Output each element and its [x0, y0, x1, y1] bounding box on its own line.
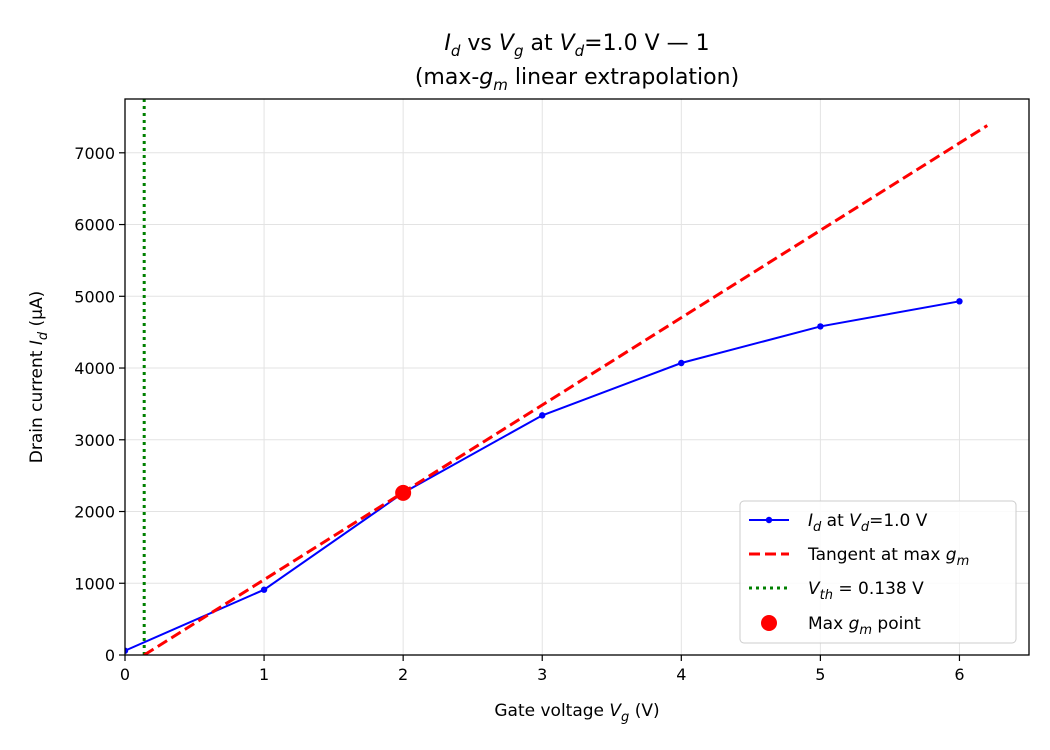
y-tick-label: 1000: [74, 574, 115, 593]
legend-label-vth: Vth = 0.138 V: [808, 579, 924, 603]
x-tick-label: 1: [259, 665, 269, 684]
y-tick-label: 4000: [74, 359, 115, 378]
x-tick-label: 5: [815, 665, 825, 684]
id-data-point: [817, 323, 824, 330]
axes-frame: [124, 98, 1030, 656]
legend-entry-max-gm: Max gm point: [761, 614, 921, 638]
y-tick-label: 7000: [74, 144, 115, 163]
legend-label-tangent: Tangent at max gm: [807, 545, 969, 569]
legend-entry-id-series: Id at Vd=1.0 V: [749, 511, 928, 535]
y-axis-label: Drain current Id (μA): [27, 291, 51, 464]
y-tick-label: 2000: [74, 503, 115, 522]
id-data-point: [125, 647, 129, 654]
x-tick-label: 2: [398, 665, 408, 684]
chart-title-line2: (max-gm linear extrapolation): [415, 65, 739, 94]
id-data-point: [678, 359, 685, 367]
id-data-point: [539, 412, 546, 419]
ticks: 0 1 2 3 4 5 6 0 1000 2000 3000 4000 5000 6000 7000: [74, 144, 964, 684]
y-tick-label: 0: [105, 646, 115, 665]
legend-box: [739, 500, 1017, 644]
x-tick-label: 6: [954, 665, 964, 684]
legend-label-max-gm: Max gm point: [808, 614, 921, 638]
y-tick-label: 5000: [74, 287, 115, 306]
tangent-line: [143, 124, 989, 655]
id-data-point: [956, 298, 963, 305]
legend-entry-tangent: Tangent at max gm: [749, 545, 969, 569]
legend-label-id-series: Id at Vd=1.0 V: [808, 511, 928, 535]
legend-swatch-marker: [765, 516, 773, 524]
series-layer: [125, 99, 989, 655]
y-tick-label: 6000: [74, 216, 115, 235]
chart-title-line1: Id vs Vg at Vd=1.0 V — 1: [444, 31, 709, 60]
max-gm-point: [395, 484, 412, 501]
id-data-point: [260, 586, 268, 593]
x-tick-label: 0: [120, 665, 130, 684]
legend-swatch-point: [761, 615, 777, 631]
x-tick-label: 4: [676, 665, 686, 684]
legend-entry-vth: Vth = 0.138 V: [749, 579, 924, 603]
x-axis-label: Gate voltage Vg (V): [494, 701, 659, 725]
x-tick-label: 3: [537, 665, 547, 684]
y-tick-label: 3000: [74, 431, 115, 450]
legend: Id at Vd=1.0 V Tangent at max gm Vth = 0…: [739, 500, 1017, 644]
